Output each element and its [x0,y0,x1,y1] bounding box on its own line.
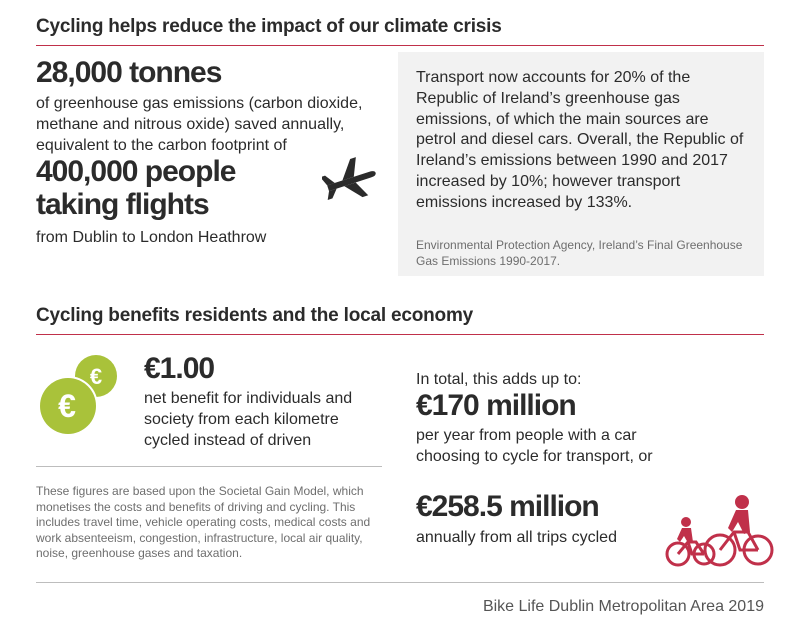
svg-text:€: € [58,388,76,424]
context-panel [398,52,764,276]
euro-coins-icon: € € [38,355,117,436]
stat-flights: 400,000 people taking flights [36,155,236,221]
footer-text: Bike Life Dublin Metropolitan Area 2019 [482,598,764,615]
context-panel-source: Environmental Protection Agency, Ireland… [416,238,743,268]
stat-euro-description: net benefit for individuals and society … [144,390,353,450]
family-cycling-icon [665,495,774,567]
stat-flights-description: from Dublin to London Heathrow [36,229,267,246]
note-divider [36,466,382,467]
stat-total-car-users: €170 million [416,389,577,422]
stat-total-all-trips-description: annually from all trips cycled [416,529,617,546]
stat-tonnes: 28,000 tonnes [36,56,222,89]
stat-total-car-users-description: per year from people with a car choosing… [416,427,653,466]
stat-total-all-trips: €258.5 million [416,490,600,523]
section-heading-climate: Cycling helps reduce the impact of our c… [36,16,502,37]
total-intro: In total, this adds up to: [416,371,582,388]
methodology-note: These figures are based upon the Societa… [36,484,371,561]
stat-euro-per-km: €1.00 [144,352,215,385]
airplane-icon [322,157,376,200]
stat-tonnes-description: of greenhouse gas emissions (carbon diox… [36,95,363,155]
svg-text:€: € [90,364,102,389]
section-divider [36,334,764,335]
footer-divider [36,582,764,583]
section-heading-economy: Cycling benefits residents and the local… [36,305,474,326]
section-divider [36,45,764,46]
context-panel-text: Transport now accounts for 20% of the Re… [416,69,744,211]
